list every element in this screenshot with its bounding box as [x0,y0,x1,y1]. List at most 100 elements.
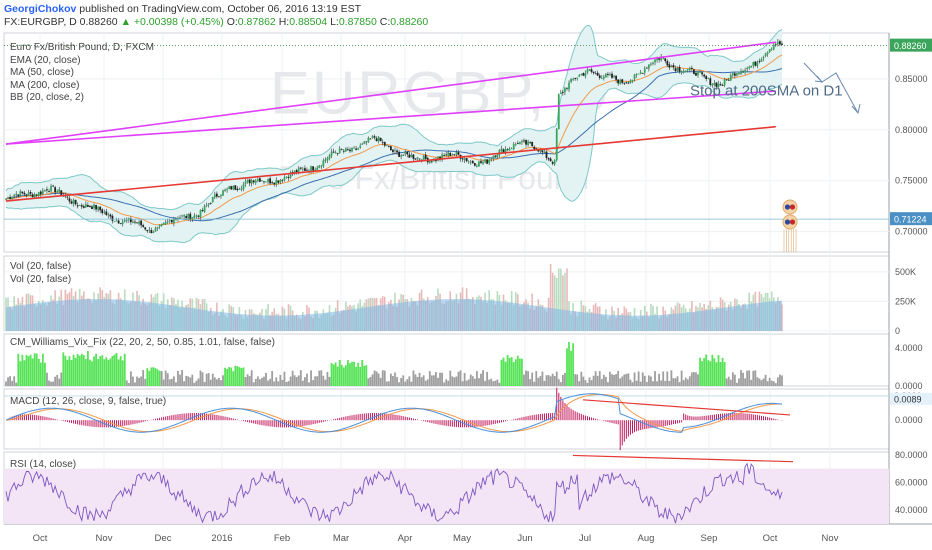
candle-body [510,148,513,150]
candle-body [138,221,140,225]
flag-icon [784,219,791,225]
published-text: published on TradingView.com, October 06… [79,3,362,15]
candle-body [301,168,304,170]
vix-bar [256,376,259,386]
candle-body [111,215,114,221]
candle-body [15,193,18,195]
ohlc-line: FX:EURGBP, D 0.88260 ▲ +0.00398 (+0.45%)… [4,16,428,28]
vix-bar [449,370,452,386]
vix-bar [756,377,759,386]
candle-body [723,79,726,86]
author-link[interactable]: GeorgiChokov [4,3,77,15]
legend-bb[interactable]: BB (20, close, 2) [10,92,84,103]
legend-symbol[interactable]: Euro Fx/British Pound, D, FXCM [10,42,154,53]
macd-legend[interactable]: MACD (12, 26, close, 9, false, true) [10,396,167,407]
legend-ma200[interactable]: MA (200, close) [10,79,80,91]
rsi-legend[interactable]: RSI (14, close) [10,459,77,470]
flag-icon [784,204,791,210]
candle-body [162,222,165,225]
vix-bar [633,372,636,386]
y-tick-label: 0.0000 [895,415,923,425]
vix-bar [482,370,484,386]
vix-bar [58,378,61,386]
vix-bar [510,357,513,386]
legend-vol-1[interactable]: Vol (20, false) [10,261,72,272]
vix-bar [631,382,634,386]
vix-bar [29,354,32,386]
candle-body [185,216,188,219]
candle-body [398,151,400,157]
vix-bar [733,374,736,386]
vix-bar [121,360,124,386]
vix-bar [533,381,536,386]
vix-bar [9,376,11,386]
vix-bar [604,376,607,386]
vix-bar [682,380,685,386]
candle-body [70,201,73,204]
vix-bar [635,380,638,386]
vix-bar [521,358,523,386]
x-tick-label: Oct [763,533,778,544]
candle-body [449,152,452,156]
candle-body [269,178,272,184]
candle-body [756,62,759,67]
vix-bar [99,356,102,386]
vix-bar [652,381,654,386]
candle-body [117,220,120,224]
legend-vol-2[interactable]: Vol (20, false) [10,273,72,285]
candle-body [136,222,138,224]
vix-bar [91,361,93,386]
vix-bar [322,375,325,386]
volume-bar [566,268,568,331]
candle-body [621,79,624,83]
candle-body [164,222,167,224]
vix-bar [56,374,59,386]
vix-bar [400,378,403,386]
candle-body [533,146,536,149]
vix-bar [461,381,464,386]
candle-body [160,224,163,226]
bollinger-upper [5,24,783,211]
vix-bar [177,371,179,386]
candle-body [584,73,587,77]
ma50-line [5,68,783,222]
vix-bar [166,373,169,386]
vix-bar [396,377,398,386]
candle-body [285,176,288,178]
vix-bar [445,379,448,386]
vix-bar [549,376,552,386]
vix-legend[interactable]: CM_Williams_Vix_Fix (22, 20, 2, 50, 0.85… [10,337,275,348]
candle-body [445,154,448,156]
candle-body [733,73,736,76]
vix-bar [617,370,620,386]
vix-bar [764,374,767,386]
vix-bar [21,354,24,386]
vix-bar [367,378,370,386]
vix-bar [574,374,577,386]
vix-bar [580,371,583,386]
candle-body [68,198,71,202]
candle-body [516,143,519,144]
candle-body [320,165,323,167]
legend-ma50[interactable]: MA (50, close) [10,67,74,78]
legend-ema[interactable]: EMA (20, close) [10,54,81,66]
vix-bar [254,378,257,386]
vix-bar [680,370,683,386]
vix-bar [566,348,568,386]
vix-bar [459,370,462,386]
vix-bar [70,360,73,386]
candle-body [400,155,403,157]
candle-body [627,82,630,84]
candle-body [107,214,110,216]
candle-body [326,158,329,161]
candle-body [86,205,89,207]
candle-body [195,215,198,217]
candle-body [191,217,194,220]
vix-bar [508,357,511,386]
vix-bar [699,357,701,386]
vix-bar [412,370,415,386]
vix-bar [619,378,622,386]
candle-body [263,181,265,183]
candle-body [715,82,718,87]
